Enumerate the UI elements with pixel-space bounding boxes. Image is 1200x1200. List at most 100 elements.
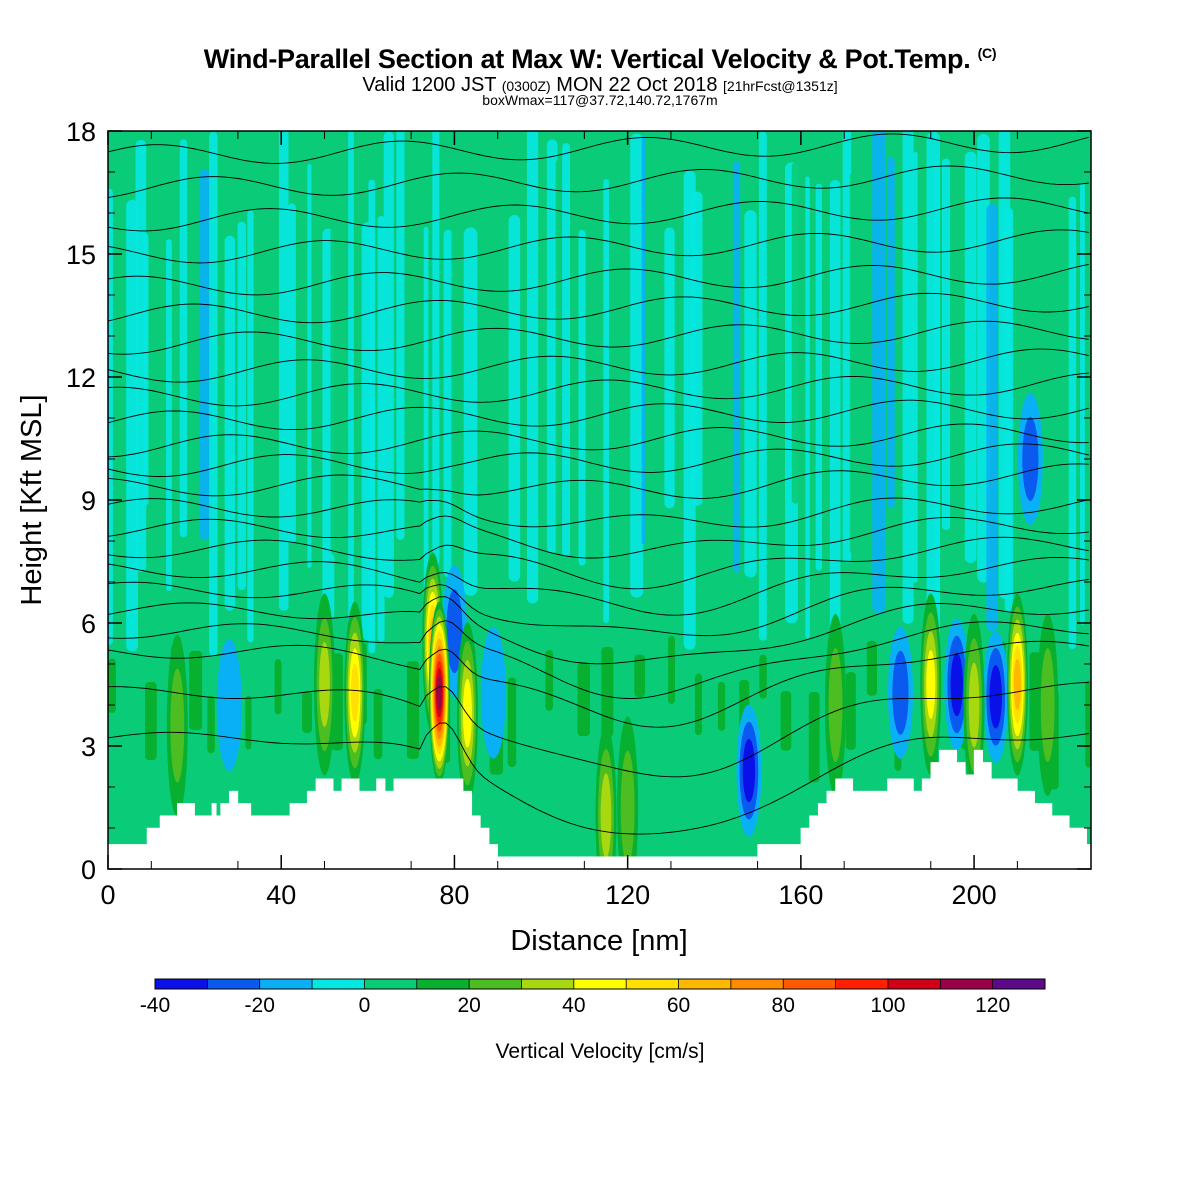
updraft-core [436, 675, 442, 710]
box-info: boxWmax=117@37.72,140.72,1767m [482, 92, 718, 108]
velocity-streak [603, 179, 609, 623]
velocity-streak [263, 237, 277, 512]
chart-title: Wind-Parallel Section at Max W: Vertical… [0, 44, 1200, 75]
isentrope-line [108, 320, 1089, 355]
colorbar-tick-label: 80 [772, 994, 795, 1017]
colorbar-swatch [312, 979, 365, 989]
updraft-core [600, 773, 612, 859]
velocity-streak [1054, 215, 1063, 637]
low-level-streak [274, 659, 282, 715]
velocity-streak [744, 210, 757, 578]
velocity-streak [887, 156, 895, 509]
colorbar-tick-label: -20 [245, 994, 275, 1017]
velocity-streak [758, 131, 767, 641]
velocity-streak [108, 188, 113, 646]
colorbar-tick-label: -40 [140, 994, 170, 1017]
velocity-streak [630, 133, 644, 598]
y-tick-label: 3 [81, 732, 96, 762]
y-axis-label: Height [Kft MSL] [16, 394, 48, 605]
velocity-cores [166, 393, 1059, 869]
velocity-streak [307, 164, 312, 568]
low-level-streak [207, 695, 215, 754]
colorbar-swatch [469, 979, 522, 989]
velocity-streak [224, 235, 236, 611]
velocity-streak [383, 131, 394, 598]
x-tick-label: 120 [605, 880, 650, 910]
colorbar-label: Vertical Velocity [cm/s] [496, 1040, 705, 1063]
isentrope-line [108, 596, 1089, 665]
velocity-streak [1042, 167, 1050, 516]
title-mark: (C) [977, 45, 997, 61]
y-tick-label: 18 [66, 117, 96, 147]
velocity-streak [596, 162, 602, 596]
x-tick-label: 80 [439, 880, 469, 910]
downdraft-core [1022, 417, 1039, 501]
y-tick-label: 15 [66, 240, 96, 270]
downdraft-core [950, 652, 963, 717]
y-tick-label: 9 [81, 486, 96, 516]
velocity-streak [497, 131, 506, 505]
isentrope-line [108, 443, 1089, 477]
velocity-streak [913, 151, 918, 583]
low-level-streak [845, 671, 856, 750]
isentrope-line [108, 197, 1089, 232]
velocity-streak [247, 210, 254, 643]
colorbar-swatch [259, 979, 313, 989]
valid-c: MON 22 Oct 2018 [556, 74, 718, 96]
x-tick-label: 200 [952, 880, 997, 910]
velocity-streak [718, 191, 726, 643]
velocity-streak [179, 139, 188, 538]
isentrope-line [108, 423, 1089, 458]
x-tick-label: 0 [100, 880, 115, 910]
isentrope-line [108, 578, 1089, 637]
low-level-streak [780, 690, 792, 751]
colorbar-swatch [940, 979, 993, 989]
low-level-streak [717, 681, 726, 731]
velocity-streak [655, 162, 662, 626]
velocity-streak [209, 131, 218, 657]
colorbar-swatch [730, 979, 784, 989]
velocity-streak [1004, 207, 1014, 612]
velocity-streak [805, 176, 810, 639]
isentrope-line [108, 165, 1089, 198]
velocity-streak [135, 139, 147, 573]
isentrope-line [108, 640, 1089, 728]
low-level-streak [545, 650, 554, 711]
velocity-streak [732, 161, 741, 573]
colorbar-tick-label: 40 [562, 994, 585, 1017]
isentrope-line [108, 722, 1089, 835]
colorbar-tick-label: 0 [359, 994, 371, 1017]
potential-temperature-contours [108, 133, 1089, 835]
isentrope-line [108, 292, 1089, 324]
velocity-streak [116, 131, 126, 520]
terrain [107, 749, 1092, 870]
x-tick-label: 40 [266, 880, 296, 910]
velocity-streak [278, 131, 289, 611]
valid-time-line: Valid 1200 JST (0300Z) MON 22 Oct 2018 [… [0, 74, 1200, 97]
velocity-streak [479, 230, 492, 575]
updraft-core [462, 678, 472, 748]
downdraft-core [892, 650, 909, 735]
velocity-streak [451, 200, 465, 583]
velocity-streak [368, 179, 376, 654]
x-tick-label: 160 [778, 880, 823, 910]
isentrope-line [108, 515, 1089, 559]
low-level-streak [373, 688, 383, 760]
low-level-streak [302, 691, 313, 733]
velocity-streak [842, 131, 852, 563]
velocity-streak [412, 232, 421, 547]
colorbar: -40 -20 0 20 40 60 80 100 120 [140, 978, 1046, 1017]
colorbar-swatch [992, 979, 1045, 989]
low-level-streak [866, 640, 878, 696]
low-level-streak [668, 635, 675, 704]
isentrope-line [108, 229, 1089, 264]
low-level-streak [507, 677, 517, 768]
updraft-core [170, 668, 185, 783]
colorbar-swatch [626, 979, 679, 989]
isentrope-line [108, 556, 1089, 616]
valid-d: [21hrFcst@1351z] [723, 78, 838, 94]
low-level-streak [108, 658, 116, 713]
velocity-streak [641, 136, 646, 545]
velocity-streak [143, 233, 149, 505]
